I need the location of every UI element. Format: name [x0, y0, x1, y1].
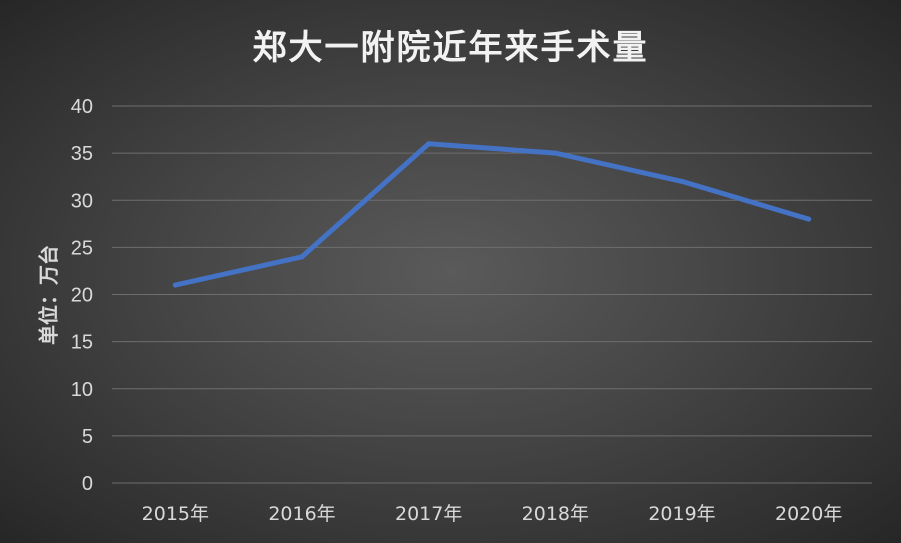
series-line — [172, 141, 812, 288]
y-tick-label: 5 — [82, 426, 93, 448]
y-tick-label: 40 — [71, 96, 93, 118]
data-point — [552, 150, 558, 156]
y-tick-label: 35 — [71, 143, 93, 165]
x-tick-label: 2016年 — [268, 503, 335, 525]
chart-title: 郑大一附院近年来手术量 — [252, 28, 649, 68]
x-tick-label: 2017年 — [395, 503, 462, 525]
y-tick-label: 25 — [71, 237, 93, 259]
y-tick-label: 20 — [71, 285, 93, 307]
y-tick-label: 15 — [71, 332, 93, 354]
x-tick-label: 2020年 — [775, 503, 842, 525]
y-tick-label: 0 — [82, 473, 93, 495]
data-point — [679, 178, 685, 184]
x-tick-label: 2018年 — [522, 503, 589, 525]
x-tick-label: 2015年 — [142, 503, 209, 525]
data-point — [806, 216, 812, 222]
data-point — [426, 141, 432, 147]
x-tick-label: 2019年 — [648, 503, 715, 525]
y-tick-label: 10 — [71, 379, 93, 401]
y-tick-label: 30 — [71, 190, 93, 212]
data-point — [172, 282, 178, 288]
data-point — [299, 254, 305, 260]
